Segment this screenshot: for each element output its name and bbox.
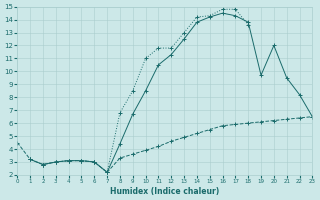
X-axis label: Humidex (Indice chaleur): Humidex (Indice chaleur) [110,187,220,196]
